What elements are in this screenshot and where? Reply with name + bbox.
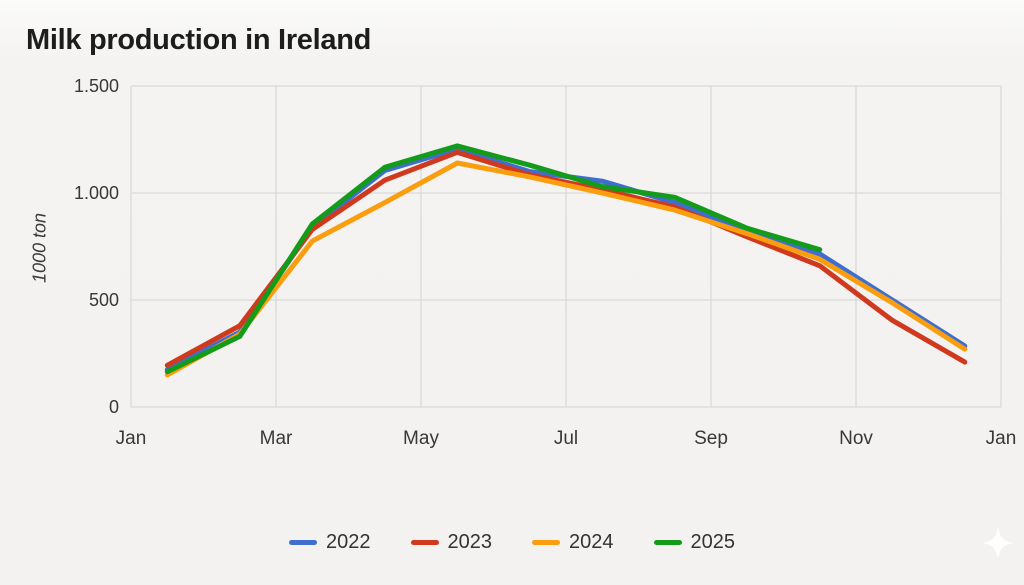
y-tick-label: 0 [109,397,119,417]
y-tick-label: 500 [89,290,119,310]
x-tick-label: Sep [694,428,728,449]
series-line-2025 [164,143,823,375]
x-tick-label: Nov [839,428,873,449]
line-chart-plot: 0 500 1.000 1.500 Jan Mar May Jul Sep Nov Jan [74,76,1017,449]
legend-item-2025[interactable]: 2025 [653,530,736,554]
legend-label: 2023 [447,530,493,553]
x-tick-label: Jul [554,428,578,449]
sparkle-icon [982,527,1014,559]
legend-label: 2024 [569,530,614,553]
legend-swatch-icon [653,539,682,545]
legend-swatch-icon [289,539,317,545]
legend-label: 2022 [326,530,371,553]
x-tick-label: Jan [116,428,147,449]
legend-item-2022[interactable]: 2022 [289,531,371,554]
series-line-2024 [164,160,968,378]
chart-legend: 2022 2023 2024 2025 [0,522,1024,562]
legend-swatch-icon [410,539,439,545]
chart-title: Milk production in Ireland [26,24,372,56]
legend-label: 2025 [690,530,736,553]
x-tick-label: May [403,428,439,449]
x-tick-label: Jan [986,428,1017,449]
legend-swatch-icon [532,539,560,545]
x-tick-label: Mar [260,428,293,449]
legend-item-2023[interactable]: 2023 [410,530,493,554]
legend-item-2024[interactable]: 2024 [532,531,614,554]
y-tick-label: 1.500 [74,76,119,96]
y-tick-label: 1.000 [74,183,119,203]
